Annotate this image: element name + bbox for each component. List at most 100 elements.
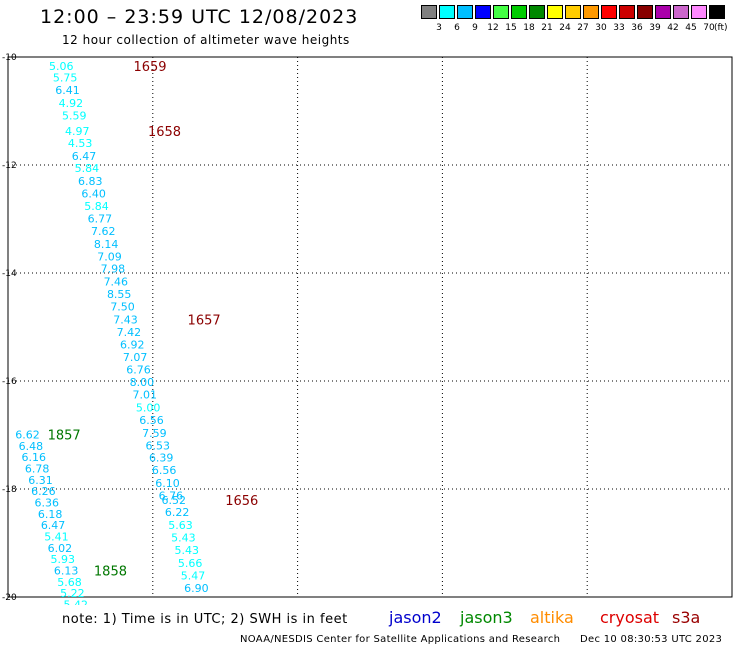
wave-height-label: 6.76 (126, 364, 150, 377)
legend-level-label: 15 (505, 23, 517, 33)
pass-time-label: 1659 (133, 60, 166, 75)
wave-height-label: 6.41 (55, 84, 79, 97)
legend-swatch (457, 5, 473, 19)
credit-line: NOAA/NESDIS Center for Satellite Applica… (240, 634, 561, 645)
wave-height-label: 6.92 (120, 338, 145, 351)
chart-subtitle: 12 hour collection of altimeter wave hei… (62, 33, 350, 47)
satellite-cryosat: cryosat (600, 608, 660, 627)
latitude-tick-label: -10 (2, 53, 17, 63)
wave-height-label: 6.76 (159, 489, 184, 502)
legend-level-label: 70 (703, 23, 715, 33)
legend-swatch (691, 5, 707, 19)
pass-time-label: 1657 (188, 313, 221, 328)
legend-swatch (565, 5, 581, 19)
map-frame (7, 56, 733, 598)
wave-height-label: 6.78 (25, 462, 50, 475)
wave-height-label: 6.62 (15, 428, 39, 441)
wave-height-label: 6.10 (155, 477, 180, 490)
wave-height-label: 7.07 (123, 351, 148, 364)
legend-swatch (637, 5, 653, 19)
wave-height-label: 6.02 (48, 542, 73, 555)
wave-height-label: 6.18 (38, 508, 63, 521)
legend-swatch (709, 5, 725, 19)
legend-level-label: 9 (472, 23, 478, 33)
legend-level-label: 24 (559, 23, 571, 33)
legend-swatch (655, 5, 671, 19)
wave-height-label: 5.63 (168, 519, 193, 532)
wave-height-label: 5.42 (64, 599, 89, 605)
satellite-s3a: s3a (672, 608, 701, 627)
legend-swatch (475, 5, 491, 19)
wave-height-label: 7.98 (101, 263, 126, 276)
legend-swatch (529, 5, 545, 19)
wave-height-label: 6.22 (165, 506, 190, 519)
wave-height-label: 6.83 (78, 175, 103, 188)
wave-height-label: 4.53 (68, 137, 93, 150)
wave-height-label: 6.56 (152, 464, 177, 477)
wave-height-label: 7.62 (91, 225, 116, 238)
legend-swatch (421, 5, 437, 19)
legend-swatch (619, 5, 635, 19)
wave-height-label: 5.43 (175, 544, 200, 557)
footer-note: note: 1) Time is in UTC; 2) SWH is in fe… (62, 612, 348, 627)
wave-height-label: 6.52 (161, 494, 186, 507)
satellite-jason3: jason3 (460, 608, 513, 627)
pass-time-label: 1857 (48, 428, 81, 443)
wave-height-label: 7.46 (104, 276, 128, 289)
latitude-tick-label: -18 (2, 485, 17, 495)
legend-level-label: 12 (487, 23, 499, 33)
wave-height-label: 7.09 (97, 250, 122, 263)
wave-height-label: 4.92 (59, 97, 84, 110)
latitude-tick-label: -20 (2, 593, 17, 603)
wave-height-label: 6.13 (54, 565, 79, 578)
wave-height-label: 6.56 (139, 414, 164, 427)
latitude-tick-label: -12 (2, 161, 17, 171)
pass-time-label: 1858 (94, 565, 127, 580)
legend-level-label: 36 (631, 23, 643, 33)
wave-height-label: 6.36 (35, 497, 60, 510)
wave-height-label: 7.42 (117, 326, 142, 339)
wave-height-label: 6.40 (81, 188, 106, 201)
pass-time-label: 1656 (225, 494, 258, 509)
legend-level-label: 39 (649, 23, 661, 33)
wave-height-label: 6.77 (88, 212, 113, 225)
legend-swatch (511, 5, 527, 19)
wave-height-label: 5.22 (60, 587, 85, 600)
wave-height-label: 6.31 (28, 474, 53, 487)
latitude-tick-label: -14 (2, 269, 17, 279)
wave-height-label: 6.47 (41, 519, 66, 532)
wave-height-label: 5.00 (136, 401, 161, 414)
wave-height-label: 8.00 (130, 376, 155, 389)
legend-swatch (439, 5, 455, 19)
legend-swatch (493, 5, 509, 19)
wave-height-label: 5.59 (62, 109, 87, 122)
satellite-jason2: jason2 (389, 608, 442, 627)
latitude-tick-label: -16 (2, 377, 17, 387)
wave-height-label: 6.53 (146, 439, 171, 452)
wave-height-label: 8.14 (94, 238, 119, 251)
wave-height-label: 7.50 (110, 300, 135, 313)
legend-swatch (673, 5, 689, 19)
wave-height-map: 757881848790-10-12-14-16-18-205.065.756.… (2, 53, 733, 605)
legend-level-label: 18 (523, 23, 535, 33)
chart-title: 12:00 – 23:59 UTC 12/08/2023 (40, 6, 359, 28)
wave-height-label: 8.55 (107, 288, 131, 301)
wave-height-label: 6.47 (72, 150, 97, 163)
wave-height-label: 6.48 (19, 440, 44, 453)
generated-timestamp: Dec 10 08:30:53 UTC 2023 (580, 634, 723, 645)
wave-height-label: 6.90 (184, 582, 209, 595)
legend-level-label: 27 (577, 23, 589, 33)
wave-height-label: 6.39 (149, 452, 174, 465)
legend-swatch (547, 5, 563, 19)
wave-height-label: 6.16 (22, 451, 47, 464)
wave-height-label: 5.68 (57, 576, 81, 589)
wave-height-label: 5.43 (171, 532, 196, 545)
legend-level-label: 21 (541, 23, 553, 33)
legend-level-label: 6 (454, 23, 460, 33)
wave-height-label: 7.59 (142, 427, 167, 440)
wave-height-label: 5.06 (49, 60, 74, 73)
wave-height-label: 5.84 (84, 200, 109, 213)
wave-height-label: 5.66 (178, 557, 203, 570)
wave-height-label: 7.01 (133, 389, 158, 402)
wave-height-label: 5.41 (44, 531, 68, 544)
